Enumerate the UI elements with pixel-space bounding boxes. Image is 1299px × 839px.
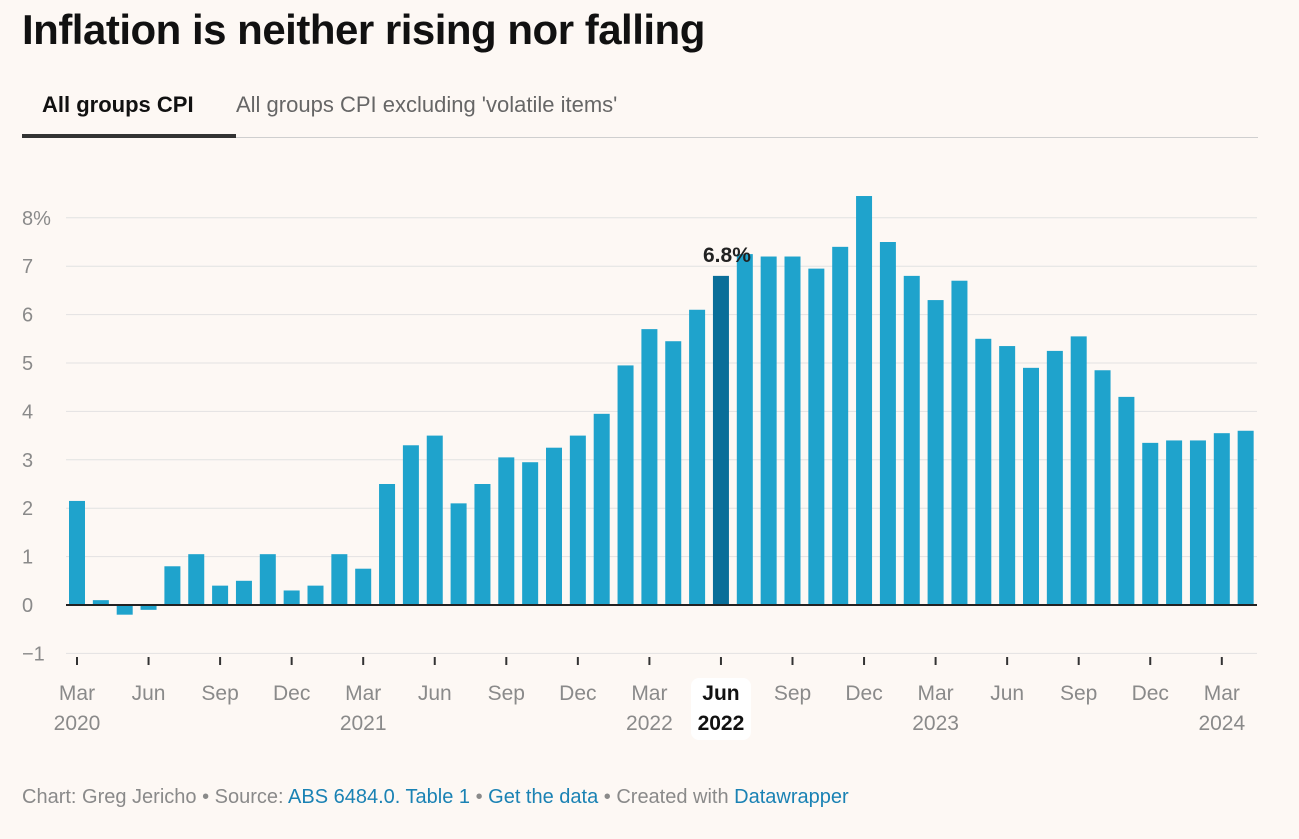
x-tick-label: Sep <box>201 682 238 705</box>
tab-bar: All groups CPI All groups CPI excluding … <box>22 80 1258 138</box>
bar <box>1213 433 1230 605</box>
bar <box>69 500 85 605</box>
x-tick-label: Jun <box>418 682 452 705</box>
y-tick-label: 1 <box>22 547 33 569</box>
bar <box>307 585 324 605</box>
bar <box>712 275 729 605</box>
bar <box>951 280 968 605</box>
bar <box>1023 367 1039 605</box>
x-tick-label: Jun <box>990 682 1024 705</box>
bar <box>1142 442 1159 605</box>
bar <box>140 605 157 610</box>
bar <box>903 275 920 605</box>
bar <box>784 256 801 605</box>
tab-label: All groups CPI excluding 'volatile items… <box>236 92 618 117</box>
chart-title: Inflation is neither rising nor falling <box>22 6 705 53</box>
bar <box>1046 350 1063 605</box>
x-tick-label: Jun <box>132 682 166 705</box>
bar <box>164 566 181 605</box>
bar <box>641 329 658 605</box>
bar <box>1237 430 1254 605</box>
x-tick-label: Sep <box>774 682 811 705</box>
x-tick-year-label: 2022 <box>626 712 673 735</box>
bar <box>808 268 825 605</box>
annotation-label: 6.8% <box>703 244 751 267</box>
footer-credit: Chart: Greg Jericho • Source: <box>22 786 289 808</box>
bar <box>879 242 896 605</box>
x-tick-label: Sep <box>488 682 525 705</box>
bar <box>617 365 634 605</box>
bar <box>1118 396 1135 605</box>
bar <box>927 300 944 605</box>
bar <box>689 309 706 605</box>
x-tick-label: Dec <box>559 682 596 705</box>
bar <box>498 457 515 605</box>
y-tick-label: 0 <box>22 595 33 617</box>
bar <box>379 484 396 605</box>
tab-cpi-excluding-volatile[interactable]: All groups CPI excluding 'volatile items… <box>236 80 617 134</box>
x-tick-label: Mar <box>918 682 954 705</box>
bar <box>832 246 849 605</box>
bar <box>92 600 109 605</box>
x-tick-label: Mar <box>345 682 381 705</box>
y-tick-label: −1 <box>22 643 45 665</box>
x-tick-year-label: 2021 <box>340 712 387 735</box>
bar <box>474 484 491 605</box>
bar <box>1189 440 1206 605</box>
x-tick-label: Dec <box>1132 682 1169 705</box>
bar <box>760 256 777 605</box>
x-tick-year-label: 2022 <box>698 712 745 735</box>
x-tick-label: Sep <box>1060 682 1097 705</box>
y-tick-label: 6 <box>22 305 33 327</box>
y-tick-label: 4 <box>22 401 33 423</box>
bar <box>235 580 252 605</box>
highlight-label-bg <box>690 678 751 740</box>
bar <box>665 341 682 605</box>
bar <box>188 554 205 605</box>
x-tick-year-label: 2023 <box>912 712 959 735</box>
footer-separator: • <box>470 786 489 808</box>
tab-label: All groups CPI <box>42 92 194 117</box>
bar <box>593 413 610 605</box>
datawrapper-link[interactable]: Datawrapper <box>734 786 849 808</box>
bar <box>355 568 372 605</box>
x-tick-label: Mar <box>59 682 95 705</box>
bar <box>116 605 133 615</box>
x-tick-label: Dec <box>845 682 882 705</box>
chart-footer: Chart: Greg Jericho • Source: ABS 6484.0… <box>22 786 849 809</box>
bar <box>212 585 229 605</box>
bar <box>331 554 348 605</box>
bar <box>1094 370 1111 605</box>
x-tick-year-label: 2024 <box>1198 712 1245 735</box>
bar <box>569 435 586 605</box>
bar <box>1070 336 1087 605</box>
bar <box>426 435 443 605</box>
y-tick-label: 5 <box>22 353 33 375</box>
tab-all-groups-cpi[interactable]: All groups CPI <box>22 80 236 138</box>
bar <box>975 338 992 605</box>
x-tick-year-label: 2020 <box>54 712 101 735</box>
bar <box>546 447 562 605</box>
source-link[interactable]: ABS 6484.0. Table 1 <box>288 786 471 808</box>
x-tick-label: Mar <box>1204 682 1240 705</box>
bar <box>1166 440 1183 605</box>
bar <box>999 346 1016 605</box>
bar <box>522 462 539 605</box>
x-tick-label: Jun <box>702 682 739 705</box>
bar <box>856 196 873 605</box>
bar <box>736 254 753 605</box>
y-tick-label: 7 <box>22 256 33 278</box>
y-tick-label: 2 <box>22 498 33 520</box>
y-tick-label: 3 <box>22 450 33 472</box>
bar <box>402 445 419 605</box>
y-tick-label: 8% <box>22 208 51 230</box>
x-tick-label: Dec <box>273 682 310 705</box>
bar-chart: 8% 7 6 5 4 3 2 1 0 −1 6.8% Mar 2020 Jun Sep Dec Mar 2021 J… <box>22 196 1257 740</box>
bar <box>259 554 276 605</box>
x-tick-label: Mar <box>631 682 667 705</box>
get-data-link[interactable]: Get the data <box>488 786 599 808</box>
bar <box>283 590 300 605</box>
footer-created-with: • Created with <box>598 786 735 808</box>
bar <box>450 503 467 605</box>
